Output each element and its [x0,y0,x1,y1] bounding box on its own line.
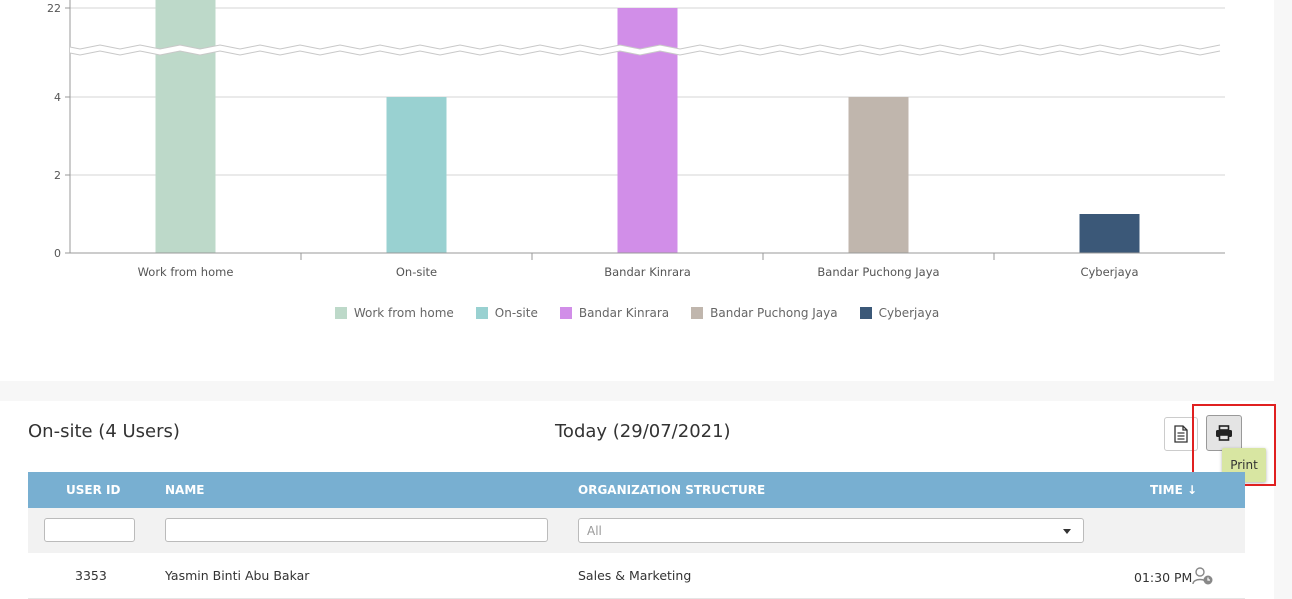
legend-item[interactable]: Cyberjaya [859,306,940,320]
table-row[interactable]: 3353 Yasmin Binti Abu Bakar Sales & Mark… [28,553,1245,599]
legend-item[interactable]: Bandar Kinrara [559,306,670,320]
cell-name: Yasmin Binti Abu Bakar [165,568,310,583]
axis-break-line [69,44,1221,50]
y-tick-label: 2 [54,169,61,182]
x-tick-label: Work from home [138,265,234,279]
legend-label: Bandar Puchong Jaya [710,306,838,320]
user-id-filter-input[interactable] [44,518,135,542]
column-header-name[interactable]: NAME [165,483,205,497]
x-tick-label: Cyberjaya [1080,265,1138,279]
legend-swatch [475,307,488,319]
name-filter-input[interactable] [165,518,548,542]
bar-chart: 0 2 4 22 Work from home On-site Bandar Kinrara… [47,0,1225,279]
chevron-down-icon [1063,529,1071,534]
legend-item[interactable]: Work from home [334,306,454,320]
cell-time: 01:30 PM [1134,570,1193,585]
legend-label: On-site [494,306,538,320]
legend-label: Bandar Kinrara [578,306,670,320]
bar[interactable] [848,97,909,253]
organization-filter-select[interactable]: All [578,518,1084,543]
chart-legend: Work from home On-site Bandar Kinrara Banda… [0,306,1274,320]
report-date: Today (29/07/2021) [555,421,731,442]
document-icon [1174,425,1188,443]
bar[interactable] [155,0,216,253]
user-clock-icon[interactable] [1192,566,1214,586]
y-tick-label: 22 [47,2,61,15]
chart-card: 0 2 4 22 Work from home On-site Bandar Kinrara… [0,0,1274,320]
column-header-time[interactable]: TIME ↓ [1150,483,1198,497]
cell-user-id: 3353 [75,568,107,583]
legend-swatch [559,307,572,319]
bar[interactable] [1079,214,1140,253]
scrollbar-track[interactable] [1274,0,1292,599]
column-header-organization[interactable]: ORGANIZATION STRUCTURE [578,483,766,497]
bar[interactable] [386,97,447,253]
legend-swatch [691,307,704,319]
y-tick-label: 0 [54,247,61,260]
organization-filter-value: All [587,524,602,538]
bar[interactable] [617,8,678,253]
column-header-user-id[interactable]: USER ID [66,483,121,497]
x-tick-label: Bandar Puchong Jaya [817,265,939,279]
axis-break-line [69,50,1221,56]
legend-swatch [334,307,347,319]
report-title: On-site (4 Users) [28,421,180,442]
legend-swatch [859,307,872,319]
cell-organization: Sales & Marketing [578,568,692,583]
legend-label: Cyberjaya [878,306,940,320]
x-tick-label: Bandar Kinrara [604,265,691,279]
legend-item[interactable]: Bandar Puchong Jaya [691,306,838,320]
table-header: USER ID NAME ORGANIZATION STRUCTURE TIME… [28,472,1245,508]
y-tick-label: 4 [54,91,61,104]
legend-item[interactable]: On-site [475,306,538,320]
legend-label: Work from home [353,306,454,320]
x-tick-label: On-site [396,265,437,279]
printer-icon [1216,425,1232,441]
on-site-report-panel: On-site (4 Users) Today (29/07/2021) Pri… [0,401,1276,599]
filter-row: All [28,508,1245,553]
